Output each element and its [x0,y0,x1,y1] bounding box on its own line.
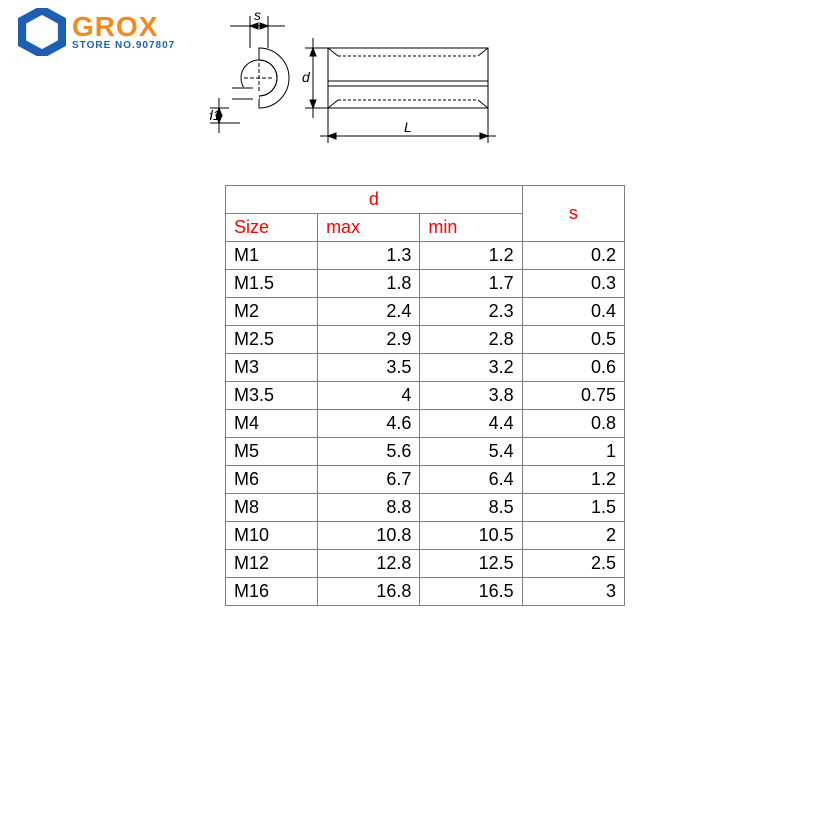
brand-name: GROX [72,13,175,41]
label-d: d [302,69,311,85]
cell-min: 2.8 [420,326,522,354]
cell-s: 1.2 [522,466,624,494]
cell-size: M8 [226,494,318,522]
cell-max: 12.8 [318,550,420,578]
cell-s: 0.8 [522,410,624,438]
table-row: M11.31.20.2 [226,242,625,270]
table-row: M1212.812.52.5 [226,550,625,578]
brand-subtitle: STORE NO.907807 [72,41,175,51]
cell-s: 2 [522,522,624,550]
cell-min: 5.4 [420,438,522,466]
hexagon-icon [18,8,66,56]
cell-s: 0.75 [522,382,624,410]
table-row: M1010.810.52 [226,522,625,550]
cell-s: 1 [522,438,624,466]
header-min: min [420,214,522,242]
label-d1: d1 [210,107,221,123]
table-row: M44.64.40.8 [226,410,625,438]
cell-max: 3.5 [318,354,420,382]
table-row: M22.42.30.4 [226,298,625,326]
cell-size: M1 [226,242,318,270]
header-max: max [318,214,420,242]
cell-min: 6.4 [420,466,522,494]
table: d s Size max min M11.31.20.2M1.51.81.70.… [225,185,625,606]
label-L: L [404,119,412,135]
cell-min: 2.3 [420,298,522,326]
table-row: M88.88.51.5 [226,494,625,522]
cell-s: 0.6 [522,354,624,382]
cell-s: 0.3 [522,270,624,298]
cell-max: 10.8 [318,522,420,550]
table-row: M33.53.20.6 [226,354,625,382]
cell-size: M4 [226,410,318,438]
cell-size: M12 [226,550,318,578]
cell-size: M5 [226,438,318,466]
cell-min: 16.5 [420,578,522,606]
cell-s: 1.5 [522,494,624,522]
cell-max: 2.4 [318,298,420,326]
cell-size: M3 [226,354,318,382]
cell-s: 0.5 [522,326,624,354]
cell-min: 1.2 [420,242,522,270]
table-row: M55.65.41 [226,438,625,466]
cell-max: 6.7 [318,466,420,494]
dimensions-table: d s Size max min M11.31.20.2M1.51.81.70.… [225,185,625,606]
cell-size: M6 [226,466,318,494]
header-s: s [522,186,624,242]
cell-size: M2.5 [226,326,318,354]
label-s: s [254,8,261,23]
cell-size: M16 [226,578,318,606]
cell-max: 2.9 [318,326,420,354]
cell-min: 3.8 [420,382,522,410]
header-d: d [226,186,523,214]
brand-logo: GROX STORE NO.907807 [18,8,175,56]
cell-size: M10 [226,522,318,550]
table-row: M2.52.92.80.5 [226,326,625,354]
cell-max: 8.8 [318,494,420,522]
cell-max: 4 [318,382,420,410]
cell-size: M1.5 [226,270,318,298]
cell-min: 1.7 [420,270,522,298]
spring-pin-diagram: s d1 [210,8,530,163]
table-row: M3.543.80.75 [226,382,625,410]
cell-size: M3.5 [226,382,318,410]
table-row: M66.76.41.2 [226,466,625,494]
cell-min: 8.5 [420,494,522,522]
cell-size: M2 [226,298,318,326]
cell-max: 1.3 [318,242,420,270]
cell-s: 3 [522,578,624,606]
cell-max: 4.6 [318,410,420,438]
table-row: M1.51.81.70.3 [226,270,625,298]
cell-max: 5.6 [318,438,420,466]
cell-s: 2.5 [522,550,624,578]
cell-min: 12.5 [420,550,522,578]
cell-s: 0.2 [522,242,624,270]
header-size: Size [226,214,318,242]
cell-min: 3.2 [420,354,522,382]
table-row: M1616.816.53 [226,578,625,606]
cell-s: 0.4 [522,298,624,326]
cell-min: 10.5 [420,522,522,550]
cell-min: 4.4 [420,410,522,438]
cell-max: 16.8 [318,578,420,606]
cell-max: 1.8 [318,270,420,298]
